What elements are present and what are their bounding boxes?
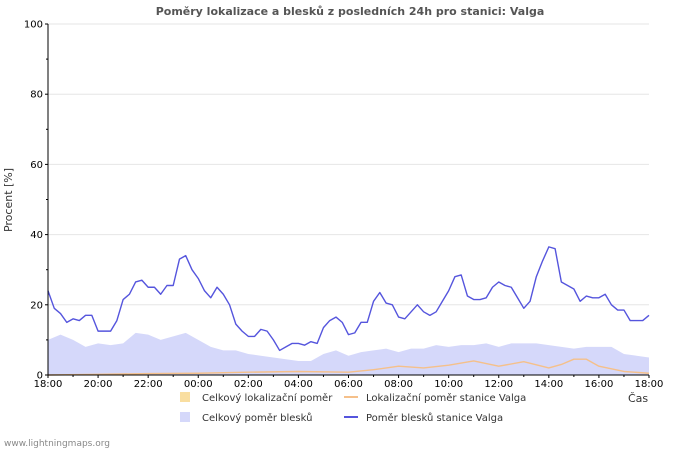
legend-label-1: Lokalizační poměr stanice Valga — [366, 392, 526, 404]
grid-lines — [48, 23, 649, 306]
x-tick-label-3: 00:00 — [184, 379, 213, 390]
x-ticks: 18:00 20:00 22:00 00:00 02:00 04:00 06:00 08:00… — [34, 375, 664, 390]
legend-swatch-0 — [180, 392, 190, 402]
x-axis-label: Čas — [628, 392, 648, 405]
y-ticks: 0 20 40 60 80 100 — [24, 20, 48, 382]
y-tick-label-1: 20 — [30, 300, 43, 311]
y-tick-label-5: 100 — [24, 20, 43, 31]
series-area-2 — [48, 332, 649, 375]
x-tick-label-5: 04:00 — [284, 379, 313, 390]
x-tick-label-8: 10:00 — [434, 379, 463, 390]
legend-swatch-2 — [180, 412, 190, 422]
x-tick-label-6: 06:00 — [334, 379, 363, 390]
x-tick-label-0: 18:00 — [34, 379, 63, 390]
x-tick-label-11: 16:00 — [585, 379, 614, 390]
chart-title: Poměry lokalizace a blesků z posledních … — [156, 5, 545, 18]
series-line-1 — [47, 358, 650, 376]
y-tick-label-0: 0 — [37, 371, 43, 382]
legend-label-2: Celkový poměr blesků — [202, 412, 312, 424]
legend-label-0: Celkový lokalizační poměr — [202, 392, 333, 404]
x-tick-label-7: 08:00 — [384, 379, 413, 390]
x-tick-label-9: 12:00 — [484, 379, 513, 390]
y-tick-label-2: 40 — [30, 230, 43, 241]
legend-label-3: Poměr blesků stanice Valga — [366, 412, 503, 424]
x-tick-label-12: 18:00 — [635, 379, 664, 390]
x-tick-label-2: 22:00 — [134, 379, 163, 390]
x-tick-label-10: 14:00 — [534, 379, 563, 390]
legend: Celkový lokalizační poměr Lokalizační pom… — [180, 392, 526, 424]
y-tick-label-3: 60 — [30, 160, 43, 171]
series-line-3 — [47, 246, 650, 352]
site-credit: www.lightningmaps.org — [4, 439, 110, 449]
x-tick-label-1: 20:00 — [84, 379, 113, 390]
series-layer — [47, 246, 650, 376]
y-tick-label-4: 80 — [30, 90, 43, 101]
x-tick-label-4: 02:00 — [234, 379, 263, 390]
y-axis-label: Procent [%] — [2, 168, 15, 232]
